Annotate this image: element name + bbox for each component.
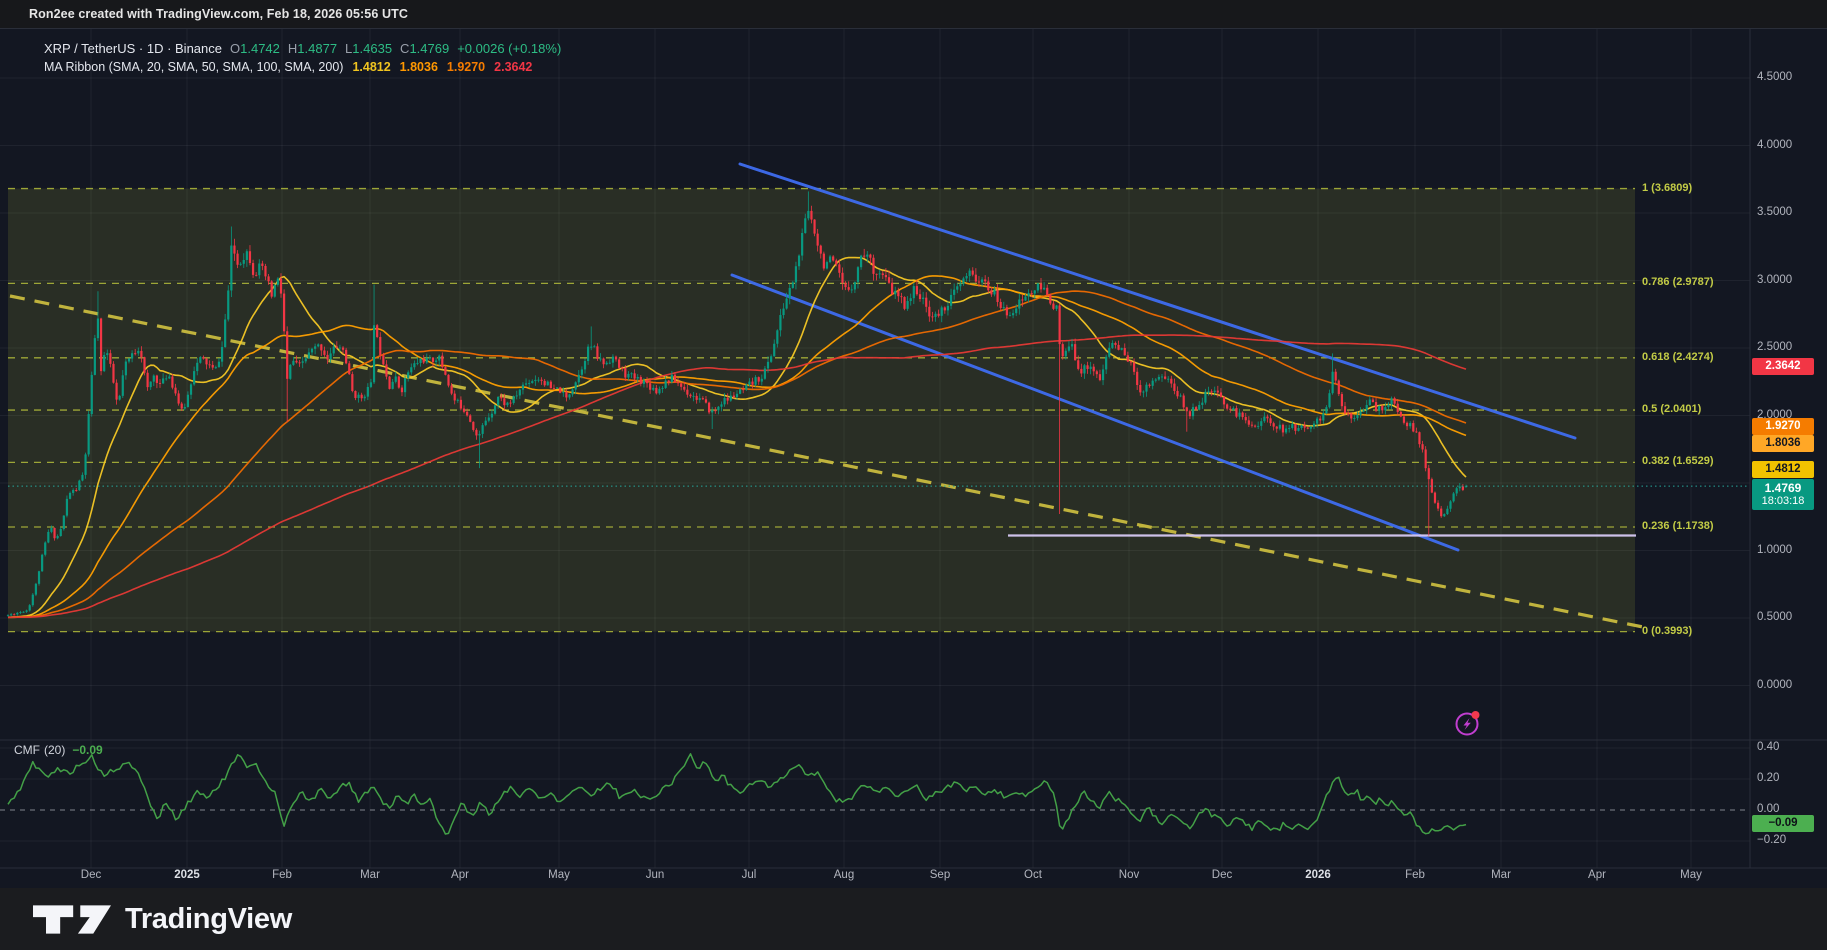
time-tick-label: Apr <box>451 869 469 881</box>
attribution-text: Ron2ee created with TradingView.com, Feb… <box>29 7 408 21</box>
price-tick-label: 3.5000 <box>1757 206 1793 218</box>
time-tick-label: Jun <box>645 869 665 881</box>
fib-level-label: 0.618 (2.4274) <box>1642 350 1714 363</box>
ohlc-label: L <box>345 41 353 56</box>
cmf-tick-label: 0.00 <box>1757 803 1780 815</box>
channel-line-2[interactable] <box>730 273 1460 552</box>
sma-200-line[interactable] <box>8 334 1467 619</box>
ohlc-value: 1.4742 <box>240 41 280 56</box>
cmf-tick-label: 0.20 <box>1757 772 1780 784</box>
time-tick-label: Apr <box>1588 869 1606 881</box>
time-tick-label: 2026 <box>1305 869 1331 881</box>
price-tick-label: 0.0000 <box>1757 678 1793 691</box>
time-tick-label: May <box>1680 869 1702 881</box>
ohlc-label: C <box>400 41 410 56</box>
sma-100-line[interactable] <box>8 290 1467 619</box>
ohlc-values: O1.4742 H1.4877 L1.4635 C1.4769 <box>222 41 449 56</box>
price-tick-label: 4.5000 <box>1757 71 1793 83</box>
price-badge: 1.9270 <box>1752 417 1814 435</box>
time-tick-label: Sep <box>929 869 951 881</box>
last-price-value: 1.4769 <box>1764 481 1802 495</box>
tradingview-brand-text: TradingView <box>125 902 292 935</box>
ma-values: 1.4812 1.8036 1.9270 2.3642 <box>343 60 532 74</box>
price-badge: 1.8036 <box>1752 434 1814 452</box>
time-tick-label: Oct <box>1024 869 1042 881</box>
bar-countdown: 18:03:18 <box>1761 495 1805 507</box>
attribution-bar: Ron2ee created with TradingView.com, Feb… <box>0 0 1827 29</box>
ohlc-value: 1.4877 <box>297 41 338 56</box>
time-tick-label: May <box>548 869 570 881</box>
fib-level-label: 0.786 (2.9787) <box>1642 276 1714 289</box>
fib-level-label: 0 (0.3993) <box>1642 624 1693 637</box>
tradingview-logo-icon[interactable] <box>33 904 111 934</box>
last-price-badge: 1.4769 18:03:18 <box>1752 479 1814 510</box>
time-tick-label: Nov <box>1118 869 1140 881</box>
fib-level-label: 0.236 (1.1738) <box>1642 520 1714 533</box>
fib-level-label: 1 (3.6809) <box>1642 181 1693 194</box>
cmf-line[interactable] <box>7 753 1467 835</box>
price-tick-label: 2.5000 <box>1757 341 1793 353</box>
cmf-tick-label: −0.20 <box>1757 834 1787 846</box>
time-tick-label: 2025 <box>174 869 200 881</box>
channel-line-1[interactable] <box>738 162 1577 440</box>
indicator-row[interactable]: MA Ribbon (SMA, 20, SMA, 50, SMA, 100, S… <box>44 58 561 76</box>
time-tick-label: Mar <box>360 869 380 881</box>
zap-marker-icon[interactable] <box>1455 711 1480 736</box>
ma-value: 1.9270 <box>446 60 486 74</box>
footer-bar: TradingView <box>0 888 1827 950</box>
cmf-tick-label: 0.40 <box>1757 741 1780 753</box>
time-tick-label: Dec <box>80 869 102 881</box>
ohlc-label: H <box>287 41 298 56</box>
time-tick-label: Jul <box>741 869 757 881</box>
price-badge: 2.3642 <box>1752 357 1814 375</box>
time-tick-label: Dec <box>1211 869 1233 881</box>
time-tick-label: Aug <box>833 869 855 881</box>
cmf-param: (20) <box>44 743 66 757</box>
ma-ribbon-lines[interactable] <box>7 256 1467 619</box>
time-tick-label: Feb <box>1405 869 1425 881</box>
time-tick-label: Feb <box>272 869 292 881</box>
indicator-title[interactable]: MA Ribbon (SMA, 20, SMA, 50, SMA, 100, S… <box>44 60 344 74</box>
parallel-channel[interactable] <box>730 162 1577 552</box>
time-tick-label: Mar <box>1491 869 1511 881</box>
chart-legend[interactable]: XRP / TetherUS · 1D · Binance O1.4742 H1.4… <box>44 40 561 76</box>
grid-lines <box>0 28 1750 868</box>
symbol-title[interactable]: XRP / TetherUS · 1D · Binance <box>44 41 222 56</box>
cmf-value: −0.09 <box>72 743 103 757</box>
descending-trendline[interactable] <box>9 294 1649 630</box>
ohlc-label: O <box>230 41 241 56</box>
ma-value: 1.8036 <box>399 60 438 74</box>
ohlc-value: 1.4635 <box>352 41 393 56</box>
ma-value: 2.3642 <box>494 60 533 74</box>
ohlc-value: 1.4769 <box>409 41 450 56</box>
symbol-row[interactable]: XRP / TetherUS · 1D · Binance O1.4742 H1.4… <box>44 40 561 58</box>
change-value: +0.0026 (+0.18%) <box>457 41 562 56</box>
cmf-title[interactable]: CMF <box>14 743 40 757</box>
sma-50-line[interactable] <box>8 275 1467 619</box>
cmf-value-badge: −0.09 <box>1752 815 1814 833</box>
price-tick-label: 0.5000 <box>1757 611 1793 623</box>
fib-level-label: 0.5 (2.0401) <box>1642 403 1702 416</box>
ma-value: 1.4812 <box>352 60 391 74</box>
fib-level-label: 0.382 (1.6529) <box>1642 455 1714 468</box>
cmf-legend[interactable]: CMF (20) −0.09 <box>14 743 103 757</box>
price-badge: 1.4812 <box>1752 460 1814 478</box>
price-tick-label: 1.0000 <box>1757 543 1793 556</box>
candles-layer[interactable] <box>6 191 1468 617</box>
price-tick-label: 3.0000 <box>1757 273 1793 286</box>
price-tick-label: 4.0000 <box>1757 138 1793 151</box>
